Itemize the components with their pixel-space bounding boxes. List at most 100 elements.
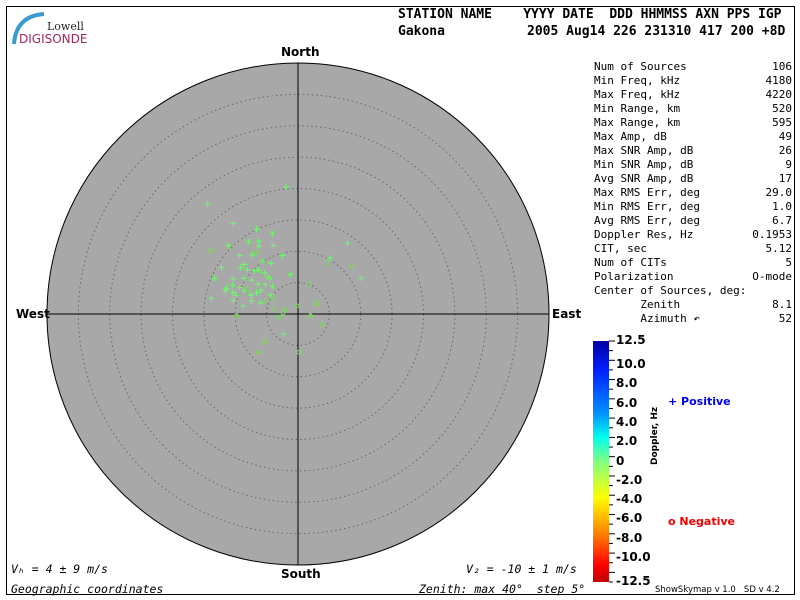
positive-source-point [358, 275, 365, 282]
positive-source-point [225, 242, 232, 249]
zenith-label: Zenith: max 40° step 5° [419, 582, 586, 596]
stat-row: Num of Sources 106 [594, 60, 792, 74]
stat-label: CIT, sec [594, 242, 647, 255]
stats-panel: Num of Sources 106 Min Freq, kHz 4180 Max Fr… [594, 60, 792, 326]
stat-value: 49 [778, 130, 792, 143]
stat-row: Doppler Res, Hz 0.1953 [594, 228, 792, 242]
stat-label: Max Amp, dB [594, 130, 667, 143]
negative-source-point [349, 264, 355, 270]
stat-value: 4180 [765, 74, 793, 87]
stat-value: 1.0 [772, 200, 792, 213]
negative-source-point [296, 349, 302, 355]
figure-frame [6, 6, 795, 595]
positive-source-point [241, 287, 248, 294]
stat-label: Min Freq, kHz [594, 74, 681, 87]
label-south: South [281, 567, 321, 581]
negative-source-point [324, 260, 330, 266]
stat-value: 520 [772, 102, 792, 115]
positive-source-point [268, 260, 275, 267]
positive-source-point [211, 275, 218, 282]
positive-source-point [255, 267, 262, 274]
positive-source-point [255, 238, 262, 245]
negative-source-point [255, 349, 261, 355]
stat-row: Polarization O-mode [594, 270, 792, 284]
label-east: East [552, 307, 582, 321]
stat-label: Num of Sources [594, 60, 687, 73]
positive-source-point [269, 283, 276, 290]
skymap-plot [46, 62, 550, 566]
positive-source-point [261, 269, 268, 276]
positive-source-point [230, 297, 237, 304]
stat-row: Max Range, km 595 [594, 116, 792, 130]
stat-label: Doppler Res, Hz [594, 228, 694, 241]
negative-source-point [270, 295, 276, 301]
logo-lowell: Lowell [47, 20, 84, 33]
stat-value: 106 [772, 60, 792, 73]
stat-label: Max Freq, kHz [594, 88, 681, 101]
colorbar-tick-label: -10.0 [616, 549, 651, 564]
positive-source-point [237, 264, 244, 271]
legend-positive: + Positive [668, 395, 731, 408]
negative-source-point [266, 275, 272, 281]
header-station: Gakona [398, 24, 445, 39]
stat-row: Max Amp, dB 49 [594, 130, 792, 144]
positive-source-point [248, 297, 255, 304]
positive-source-point [327, 255, 334, 262]
positive-source-point [280, 331, 287, 338]
header-columns: STATION NAME YYYY DATE DDD HHMMSS AXN PP… [398, 7, 782, 22]
stat-value: 6.7 [772, 214, 792, 227]
stat-row: Max Freq, kHz 4220 [594, 88, 792, 102]
positive-source-point [257, 299, 264, 306]
stat-value: 4220 [765, 88, 793, 101]
vz-readout: V₂ = -10 ± 1 m/s [466, 562, 577, 576]
stat-label: Center of Sources, deg: [594, 284, 747, 297]
negative-source-point [306, 281, 312, 287]
vh-readout: Vₕ = 4 ± 9 m/s [11, 562, 108, 576]
negative-source-point [280, 310, 286, 316]
positive-source-point [287, 271, 294, 278]
positive-source-point [270, 242, 277, 249]
stat-row: Avg SNR Amp, dB 17 [594, 172, 792, 186]
stat-label: Max SNR Amp, dB [594, 144, 694, 157]
stat-label: Min RMS Err, deg [594, 200, 700, 213]
stat-value: 26 [778, 144, 792, 157]
stat-value: 595 [772, 116, 792, 129]
stat-row: Zenith 8.1 [594, 298, 792, 312]
positive-source-point [208, 295, 215, 302]
colorbar-tick-label: 10.0 [616, 357, 646, 372]
negative-source-point [314, 301, 320, 307]
colorbar-tick-label: 12.5 [616, 333, 646, 347]
stat-label: Max Range, km [594, 116, 681, 129]
positive-source-point [254, 280, 261, 287]
positive-source-point [247, 292, 254, 299]
colorbar-title: Doppler, Hz [650, 406, 660, 465]
negative-source-point [308, 313, 314, 319]
colorbar-tick-label: -4.0 [616, 492, 643, 507]
negative-source-point [294, 303, 300, 309]
positive-source-point [262, 281, 269, 288]
stat-row: Num of CITs 5 [594, 256, 792, 270]
positive-source-point [253, 289, 260, 296]
colorbar-tick-label: -6.0 [616, 511, 643, 526]
positive-source-point [244, 266, 251, 273]
positive-source-point [279, 252, 286, 259]
positive-source-point [245, 238, 252, 245]
negative-source-point [208, 248, 214, 254]
negative-source-point [234, 313, 240, 319]
source-points [204, 184, 365, 355]
positive-source-point [257, 287, 264, 294]
positive-source-point [229, 282, 236, 289]
positive-source-point [218, 264, 225, 271]
header-values: 2005 Aug14 226 231310 417 200 +8D [527, 24, 786, 39]
stat-label: Zenith [594, 298, 681, 311]
negative-source-point [263, 298, 269, 304]
negative-source-point [262, 339, 268, 345]
stat-row: Max RMS Err, deg 29.0 [594, 186, 792, 200]
stat-row: Center of Sources, deg: [594, 284, 792, 298]
stat-value: 5.12 [765, 242, 793, 255]
stat-row: Azimuth ↶ 52 [594, 312, 792, 326]
stat-value: 5 [785, 256, 792, 269]
positive-source-point [259, 258, 266, 265]
stat-label: Num of CITs [594, 256, 667, 269]
stat-label: Polarization [594, 270, 674, 283]
